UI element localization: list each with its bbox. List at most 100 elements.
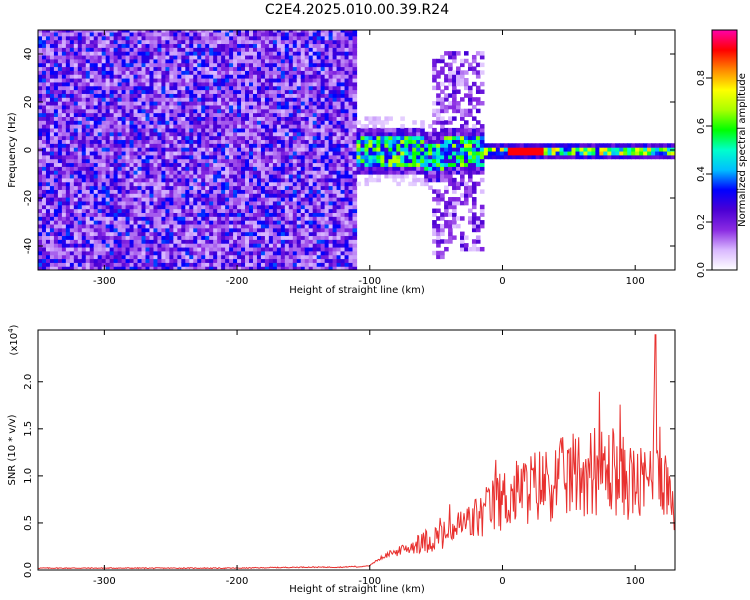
spectrogram-cell — [336, 39, 342, 45]
spectrogram-cell — [316, 62, 322, 68]
spectrogram-cell — [38, 197, 43, 202]
spectrogram-cell — [101, 120, 107, 125]
spectrogram-cell — [348, 239, 354, 244]
spectrogram-cell — [328, 78, 334, 83]
spectrogram-cell — [193, 31, 198, 37]
spectrogram-cell — [105, 127, 111, 133]
spectrogram-cell — [233, 212, 238, 217]
spectrogram-cell — [312, 212, 318, 217]
spectrogram-cell — [316, 181, 322, 187]
spectrogram-cell — [225, 250, 230, 256]
spectrogram-cell — [89, 174, 95, 179]
spectrogram-cell — [45, 216, 51, 221]
spectrogram-cell — [53, 216, 59, 221]
spectrogram-cell — [41, 131, 47, 137]
spectrogram-cell — [109, 220, 115, 225]
spectrogram-cell — [209, 181, 214, 187]
spectrogram-cell — [316, 254, 322, 260]
spectrogram-cell — [280, 250, 286, 256]
spectrogram-cell — [292, 185, 298, 190]
spectrogram-cell — [328, 58, 334, 64]
spectrogram-cell — [81, 227, 87, 233]
spectrogram-cell — [252, 108, 258, 114]
spectrogram-cell — [85, 124, 91, 129]
spectrogram-cell — [109, 266, 115, 270]
spectrogram-cell — [340, 58, 346, 64]
spectrogram-cell — [344, 31, 350, 37]
spectrogram-cell — [101, 235, 107, 240]
spectrogram-cell — [181, 78, 186, 83]
spectrogram-cell — [252, 193, 258, 198]
spectrogram-cell — [49, 189, 55, 194]
spectrogram-cell — [189, 101, 194, 106]
spectrogram-cell — [336, 81, 342, 87]
spectrogram-cell — [81, 124, 87, 129]
spectrogram-cell — [292, 193, 298, 198]
spectrogram-cell — [53, 47, 59, 52]
spectrogram-cell — [133, 108, 139, 114]
spectrogram-cell — [264, 243, 270, 248]
spectrogram-cell — [137, 181, 143, 187]
spectrogram-cell — [272, 116, 278, 121]
spectrogram-cell — [237, 166, 242, 171]
spectrogram-cell — [201, 81, 206, 87]
spectrogram-cell — [133, 112, 139, 117]
spectrogram-cell — [221, 35, 226, 41]
spectrogram-cell — [225, 185, 230, 190]
spectrogram-cell — [38, 147, 43, 152]
spectrogram-cell — [209, 266, 214, 270]
spectrogram-cell — [312, 58, 318, 64]
spectrogram-cell — [77, 185, 83, 190]
spectrogram-cell — [85, 243, 91, 248]
spectrogram-cell — [264, 108, 270, 114]
spectrogram-cell — [165, 97, 170, 102]
spectrogram-cell — [181, 204, 186, 210]
spectrogram-cell — [73, 124, 79, 129]
spectrogram-cell — [117, 78, 123, 83]
spectrogram-cell — [141, 93, 147, 98]
spectrogram-cell — [300, 131, 306, 137]
spectrogram-cell — [328, 154, 334, 160]
spectrogram-cell — [201, 220, 206, 225]
spectrogram-cell — [161, 35, 166, 41]
spectrogram-cell — [117, 135, 123, 141]
spectrogram-cell — [38, 220, 43, 225]
spectrogram-cell — [229, 235, 234, 240]
spectrogram-cell — [141, 220, 147, 225]
spectrogram-cell — [272, 147, 278, 152]
spectrogram-cell — [272, 181, 278, 187]
spectrogram-cell — [237, 30, 242, 33]
spectrogram-cell — [45, 89, 51, 94]
spectrogram-cell — [117, 81, 123, 87]
spectrogram-cell — [280, 124, 286, 129]
spectrogram-cell — [133, 250, 139, 256]
spectrogram-cell — [252, 243, 258, 248]
spectrogram-cell — [81, 139, 87, 144]
spectrogram-cell — [149, 74, 155, 79]
spectrogram-cell — [256, 104, 262, 110]
spectrogram-cell — [241, 93, 246, 98]
spectrogram-cell — [121, 89, 127, 94]
spectrogram-cell — [161, 235, 166, 240]
spectrogram-cell — [137, 127, 143, 133]
spectrogram-cell — [125, 166, 131, 171]
spectrogram-cell — [117, 39, 123, 45]
spectrogram-cell — [260, 254, 266, 260]
spectrogram-cell — [189, 127, 194, 133]
spectrogram-cell — [169, 124, 174, 129]
spectrogram-cell — [197, 266, 202, 270]
spectrogram-cell — [348, 158, 354, 164]
spectrogram-cell — [101, 258, 107, 263]
spectrogram-cell — [217, 97, 222, 102]
spectrogram-cell — [41, 35, 47, 41]
spectrogram-cell — [145, 124, 151, 129]
spectrogram-cell — [185, 223, 190, 229]
spectrogram-cell — [85, 223, 91, 229]
spectrogram-cell — [316, 197, 322, 202]
spectrogram-cell — [197, 208, 202, 213]
spectrogram-cell — [221, 58, 226, 64]
spectrogram-cell — [181, 108, 186, 114]
spectrogram-cell — [121, 62, 127, 68]
spectrogram-cell — [109, 216, 115, 221]
